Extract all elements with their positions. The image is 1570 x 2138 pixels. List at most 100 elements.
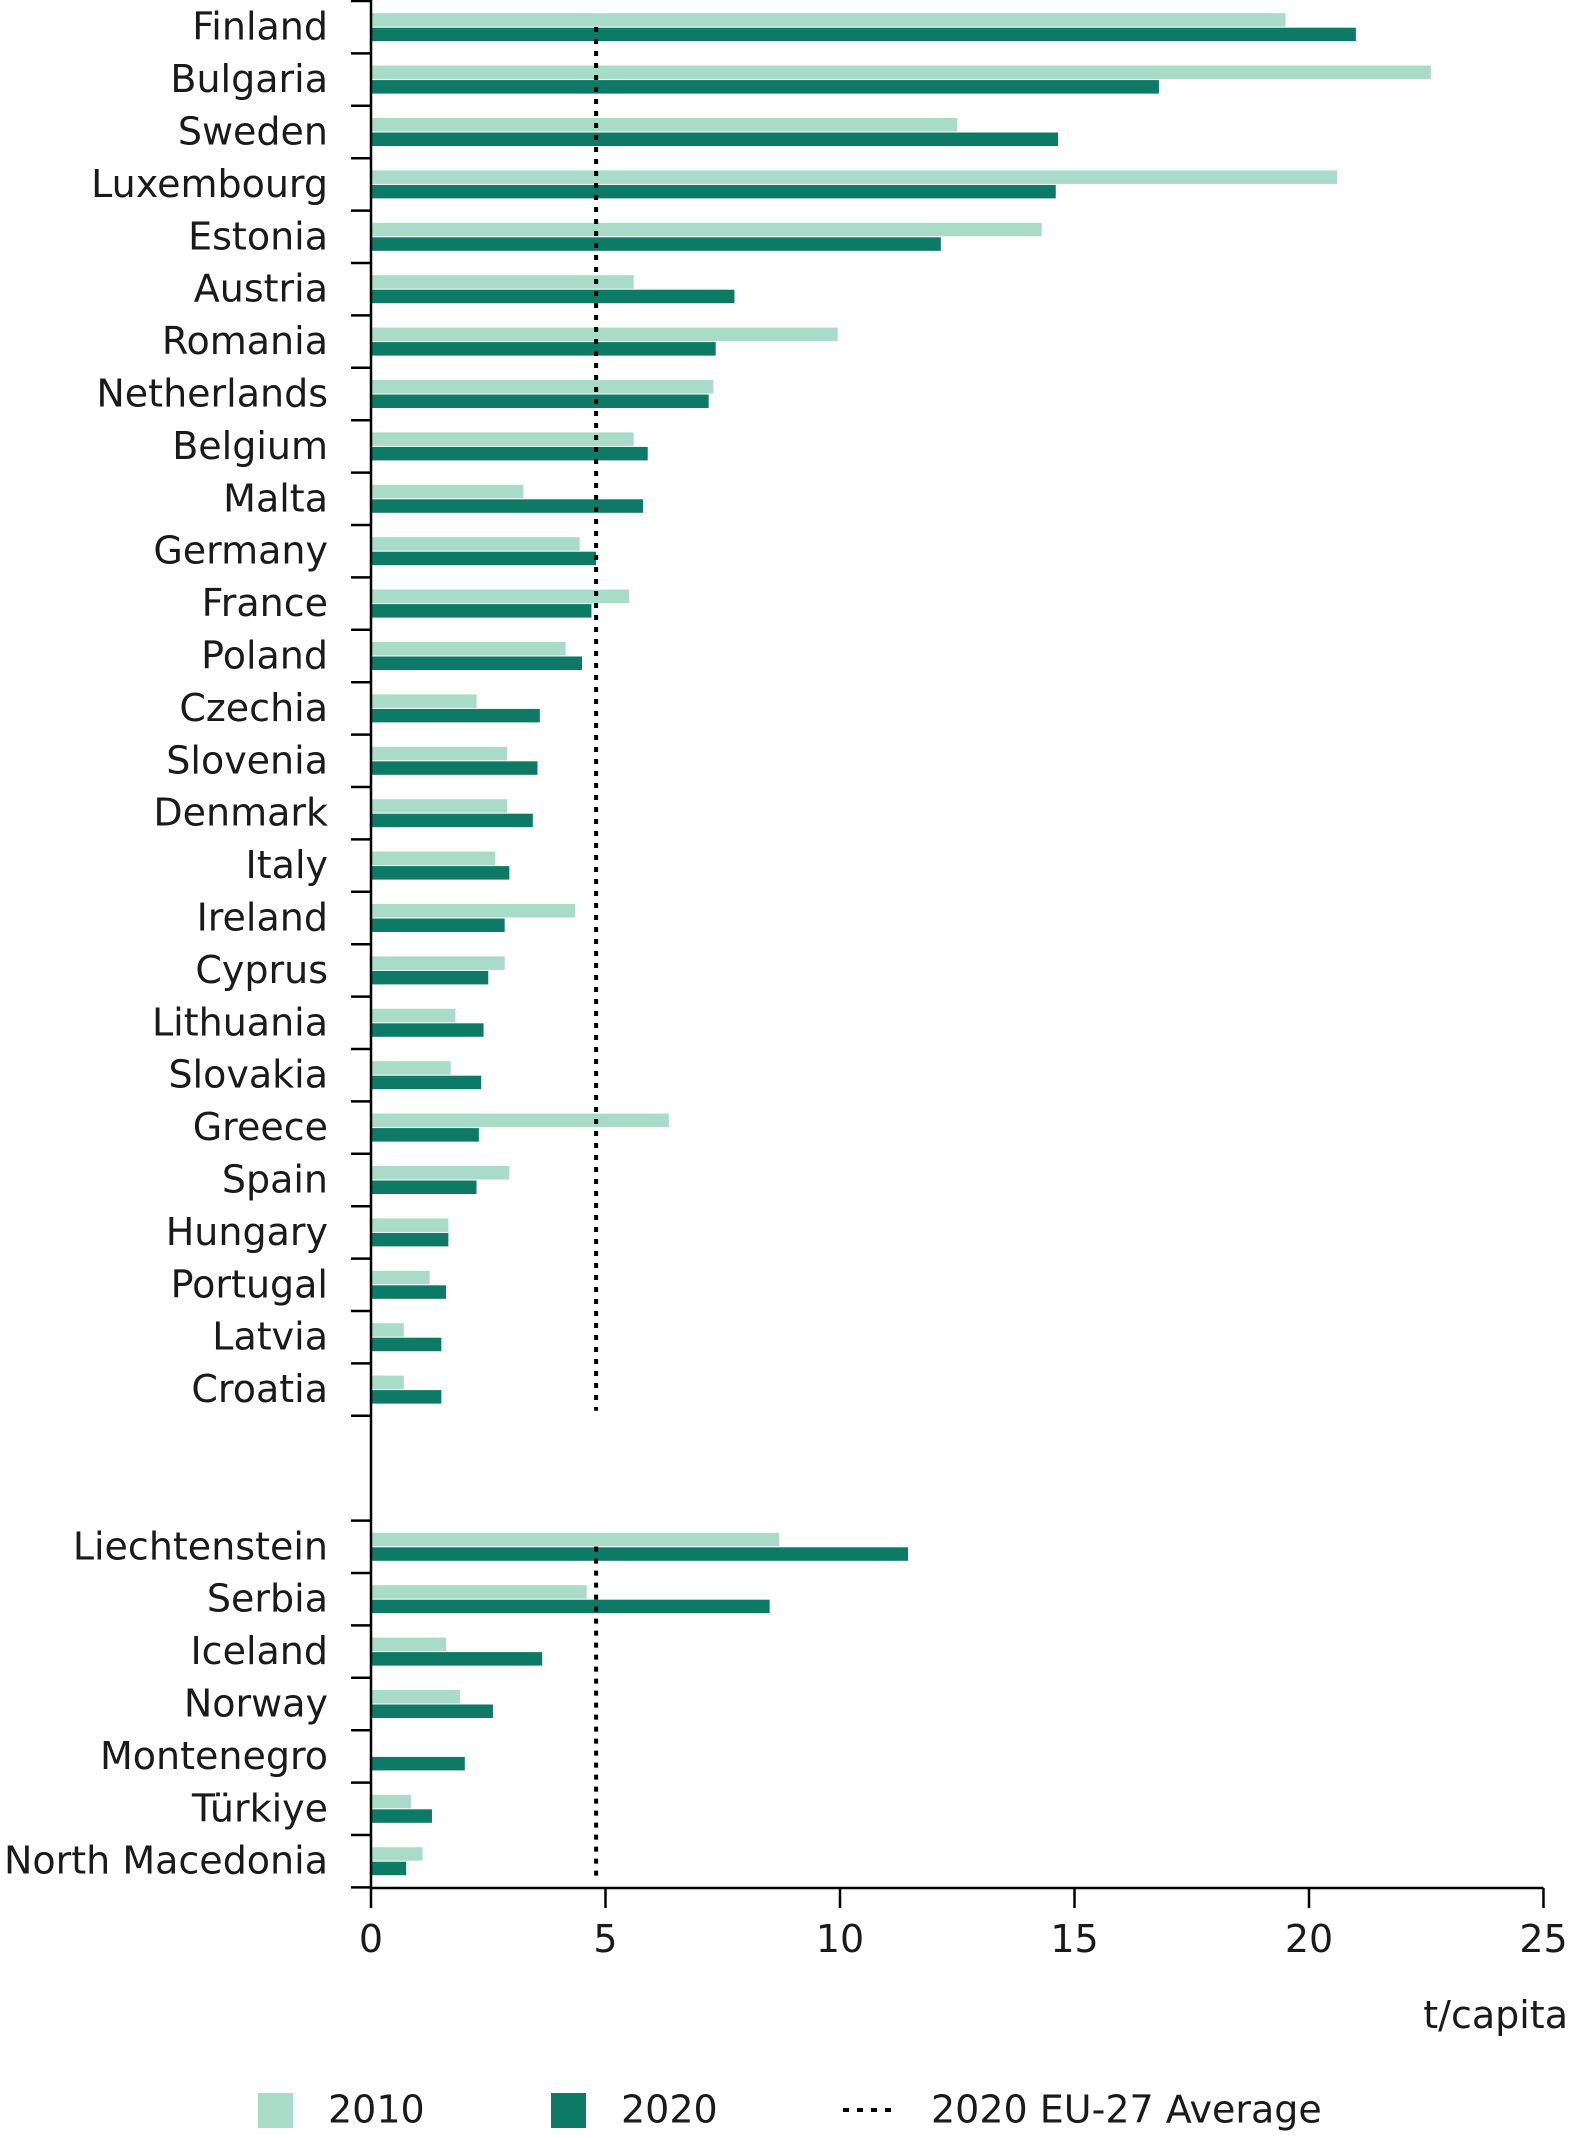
bar-2010-luxembourg: [371, 170, 1338, 184]
bar-2020-spain: [371, 1180, 477, 1194]
bar-2020-italy: [371, 866, 510, 880]
bar-2020-sweden: [371, 132, 1059, 146]
category-label-france: France: [202, 581, 328, 625]
category-label-north-macedonia: North Macedonia: [4, 1839, 328, 1883]
category-label-denmark: Denmark: [153, 791, 328, 835]
category-label-hungary: Hungary: [166, 1210, 328, 1254]
category-label-portugal: Portugal: [171, 1262, 328, 1306]
category-label-austria: Austria: [194, 267, 328, 311]
x-tick-label-25: 25: [1519, 1917, 1567, 1961]
category-label-iceland: Iceland: [190, 1629, 328, 1673]
bar-2020-ireland: [371, 918, 505, 932]
x-tick-label-10: 10: [816, 1917, 864, 1961]
bar-2010-greece: [371, 1113, 669, 1128]
bar-2010-poland: [371, 642, 566, 656]
bar-2020-france: [371, 604, 592, 618]
category-label-germany: Germany: [153, 529, 328, 573]
bar-2020-malta: [371, 499, 644, 513]
bar-2020-austria: [371, 289, 735, 304]
category-label-estonia: Estonia: [188, 214, 328, 258]
x-tick-label-5: 5: [593, 1917, 617, 1961]
category-label-netherlands: Netherlands: [96, 372, 328, 416]
category-label-italy: Italy: [246, 843, 328, 887]
category-label-turkiye: Türkiye: [191, 1786, 328, 1830]
bar-2020-turkiye: [371, 1809, 432, 1823]
bar-2010-ireland: [371, 904, 576, 918]
bar-2010-germany: [371, 537, 580, 551]
bar-2010-lithuania: [371, 1008, 456, 1023]
legend-label-2010: 2010: [328, 2088, 425, 2132]
bar-2020-romania: [371, 342, 716, 356]
bar-2010-romania: [371, 327, 838, 342]
bar-2010-malta: [371, 484, 524, 499]
bar-2020-iceland: [371, 1652, 543, 1666]
bar-2020-hungary: [371, 1232, 449, 1247]
bar-2010-cyprus: [371, 956, 505, 970]
bar-2020-lithuania: [371, 1023, 484, 1037]
bar-2010-spain: [371, 1166, 510, 1180]
bar-2010-serbia: [371, 1585, 587, 1599]
category-label-finland: Finland: [192, 5, 328, 49]
bar-2020-liechtenstein: [371, 1547, 909, 1561]
bar-2020-luxembourg: [371, 184, 1056, 199]
bars-layer: [371, 13, 1431, 1876]
bar-2010-hungary: [371, 1218, 449, 1232]
bar-2020-slovenia: [371, 761, 538, 775]
bar-2010-croatia: [371, 1375, 404, 1390]
category-label-montenegro: Montenegro: [100, 1734, 328, 1778]
bar-2010-bulgaria: [371, 65, 1431, 80]
category-label-sweden: Sweden: [178, 110, 328, 154]
bar-2010-italy: [371, 851, 496, 866]
axes-layer: 0 5 10 15 20 25 t/capita: [351, 0, 1568, 2037]
bar-2010-iceland: [371, 1637, 447, 1652]
category-label-malta: Malta: [223, 476, 328, 520]
bar-2020-north-macedonia: [371, 1861, 407, 1876]
bar-2020-netherlands: [371, 394, 709, 408]
bar-2010-belgium: [371, 432, 634, 446]
bar-2020-slovakia: [371, 1075, 482, 1090]
bar-2020-portugal: [371, 1285, 447, 1299]
bar-2020-serbia: [371, 1599, 770, 1614]
bar-2020-cyprus: [371, 970, 489, 985]
bar-2020-germany: [371, 551, 597, 566]
category-label-lithuania: Lithuania: [152, 1000, 328, 1044]
legend-swatch-2020: [551, 2093, 586, 2128]
legend: 2010 2020 2020 EU-27 Average: [258, 2088, 1322, 2132]
category-label-liechtenstein: Liechtenstein: [73, 1524, 328, 1568]
category-labels-layer: Finland Bulgaria Sweden Luxembourg Estonia Au…: [4, 5, 328, 1883]
bar-2010-norway: [371, 1690, 461, 1704]
category-label-romania: Romania: [162, 319, 328, 363]
category-label-poland: Poland: [201, 634, 328, 678]
category-label-slovenia: Slovenia: [166, 738, 328, 782]
bar-2020-finland: [371, 27, 1356, 42]
bar-2020-denmark: [371, 813, 533, 828]
bar-2010-austria: [371, 275, 634, 289]
bar-2010-estonia: [371, 222, 1042, 237]
bar-2010-czechia: [371, 694, 477, 708]
legend-label-average: 2020 EU-27 Average: [931, 2088, 1322, 2132]
category-label-slovakia: Slovakia: [168, 1053, 328, 1097]
category-label-latvia: Latvia: [212, 1315, 328, 1359]
category-label-greece: Greece: [193, 1105, 328, 1149]
category-label-cyprus: Cyprus: [195, 948, 328, 992]
bar-2020-poland: [371, 656, 583, 670]
bar-2020-croatia: [371, 1390, 442, 1404]
legend-swatch-2010: [258, 2093, 293, 2128]
bar-2020-norway: [371, 1704, 493, 1718]
bar-2010-liechtenstein: [371, 1532, 780, 1547]
category-label-norway: Norway: [184, 1682, 328, 1726]
x-tick-label-15: 15: [1050, 1917, 1098, 1961]
x-tick-label-20: 20: [1285, 1917, 1333, 1961]
bar-2010-latvia: [371, 1323, 404, 1337]
bar-2010-slovenia: [371, 746, 508, 761]
category-label-serbia: Serbia: [207, 1577, 328, 1621]
category-label-czechia: Czechia: [179, 686, 328, 730]
bar-2020-montenegro: [371, 1756, 465, 1771]
bar-2010-north-macedonia: [371, 1847, 423, 1861]
category-label-spain: Spain: [222, 1158, 328, 1202]
bar-2020-bulgaria: [371, 80, 1159, 94]
x-axis-unit-label: t/capita: [1423, 1993, 1568, 2037]
bar-2020-latvia: [371, 1337, 442, 1352]
bar-2010-portugal: [371, 1270, 430, 1285]
